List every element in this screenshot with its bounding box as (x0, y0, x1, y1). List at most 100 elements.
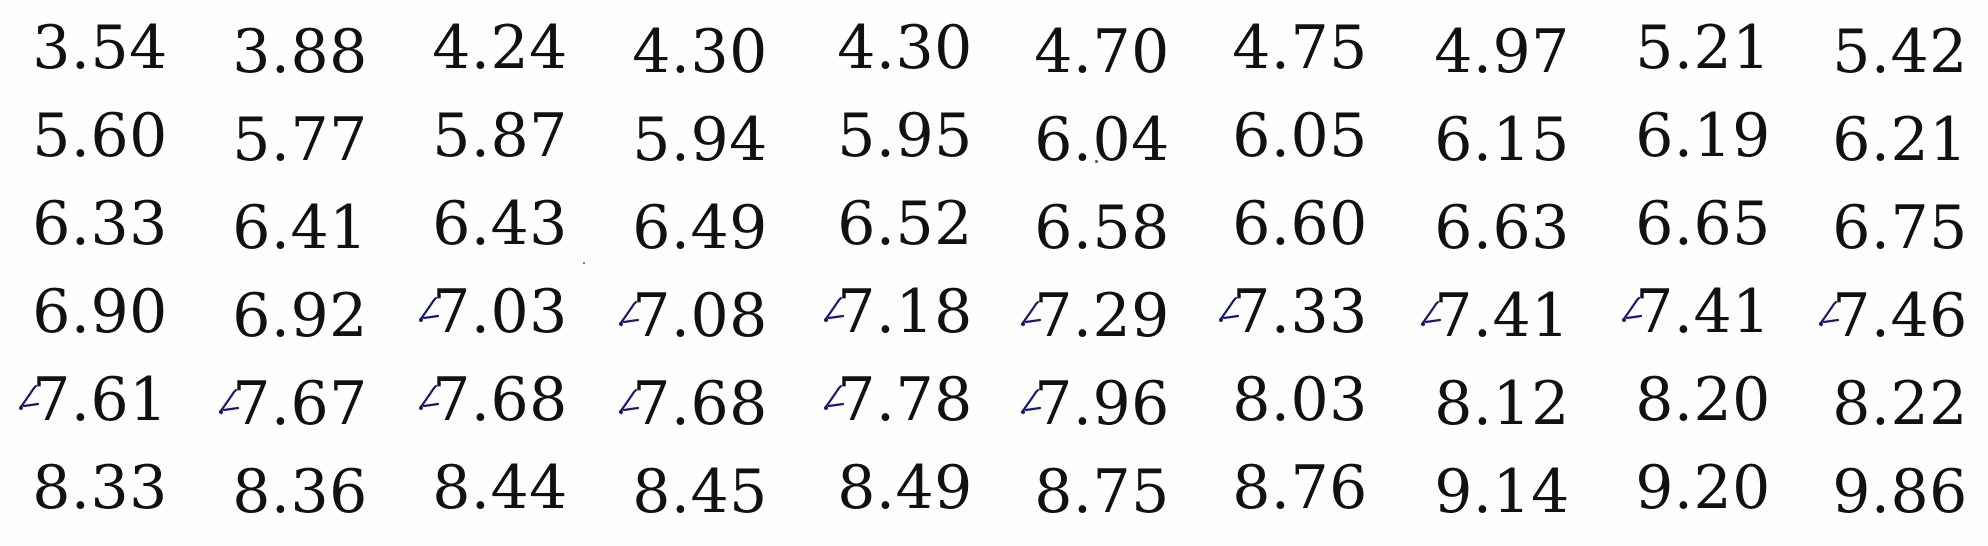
table-cell: 8.22 (1805, 364, 1988, 444)
table-cell: 5.94 (605, 100, 795, 180)
handwritten-tick-mark (1021, 388, 1042, 414)
cell-value: 7.18 (824, 272, 973, 352)
cell-value: 8.03 (1232, 365, 1368, 435)
cell-value: 8.12 (1434, 369, 1570, 439)
table-cell: 6.43 (405, 184, 595, 264)
table-cell: 8.33 (5, 448, 195, 528)
cell-value: 9.20 (1635, 453, 1771, 523)
table-cell: 6.60 (1205, 184, 1395, 264)
cell-value: 7.03 (419, 272, 568, 352)
table-cell: 6.15 (1407, 100, 1597, 180)
table-cell: 7.46 (1805, 276, 1988, 356)
table-cell: 5.95 (810, 96, 1000, 176)
table-cell: 6.33 (5, 184, 195, 264)
cell-value: 8.44 (432, 453, 568, 523)
table-cell: 7.41 (1407, 276, 1597, 356)
handwritten-tick-mark (419, 384, 440, 410)
table-cell: 7.96 (1007, 364, 1197, 444)
table-cell: 6.19 (1608, 96, 1798, 176)
table-row: 5.60 5.77 5.87 5.94 5.95 6.04 6.05 6.15 6.19 6.21 (0, 96, 1988, 176)
table-row: 6.90 6.92 7.03 7.08 7.18 7.29 7.33 7.41 7.41 7.46 (0, 272, 1988, 352)
cell-value: 5.21 (1635, 13, 1771, 83)
cell-value: 5.95 (837, 101, 973, 171)
table-cell: 9.14 (1407, 452, 1597, 532)
table-cell: 7.67 (205, 364, 395, 444)
cell-value: 8.49 (837, 453, 973, 523)
handwritten-tick-mark (419, 296, 440, 322)
handwritten-tick-mark (824, 296, 845, 322)
handwritten-tick-mark (1622, 296, 1643, 322)
table-cell: 8.45 (605, 452, 795, 532)
table-cell: 6.05 (1205, 96, 1395, 176)
cell-value: 6.49 (632, 193, 768, 263)
cell-value: 7.29 (1021, 276, 1170, 356)
cell-value: 7.67 (219, 364, 368, 444)
table-cell: 6.90 (5, 272, 195, 352)
cell-value: 7.08 (619, 276, 768, 356)
table-row: 8.33 8.36 8.44 8.45 8.49 8.75 8.76 9.14 9.20 9.86 (0, 448, 1988, 528)
table-cell: 7.08 (605, 276, 795, 356)
cell-value: 6.41 (232, 193, 368, 263)
table-cell: 8.03 (1205, 360, 1395, 440)
handwritten-tick-mark (219, 388, 240, 414)
table-cell: 6.21 (1805, 100, 1988, 180)
cell-value: 9.14 (1434, 457, 1570, 527)
cell-value: 5.94 (632, 105, 768, 175)
cell-value: 7.68 (419, 360, 568, 440)
cell-value: 7.78 (824, 360, 973, 440)
cell-value: 5.87 (432, 101, 568, 171)
table-cell: 6.52 (810, 184, 1000, 264)
table-row: 7.61 7.67 7.68 7.68 7.78 7.96 8.03 8.12 8.20 8.22 (0, 360, 1988, 440)
table-cell: 7.03 (405, 272, 595, 352)
cell-value: 5.60 (32, 101, 168, 171)
table-cell: 7.29 (1007, 276, 1197, 356)
cell-value: 4.30 (632, 17, 768, 87)
table-cell: 4.97 (1407, 12, 1597, 92)
table-cell: 8.75 (1007, 452, 1197, 532)
cell-value: 6.63 (1434, 193, 1570, 263)
cell-value: 7.41 (1622, 272, 1771, 352)
table-cell: 6.58 (1007, 188, 1197, 268)
table-cell: 7.61 (5, 360, 195, 440)
handwritten-tick-mark (824, 384, 845, 410)
cell-value: 5.42 (1832, 17, 1968, 87)
cell-value: 4.70 (1034, 17, 1170, 87)
cell-value: 6.15 (1434, 105, 1570, 175)
table-cell: 5.60 (5, 96, 195, 176)
cell-value: 7.41 (1421, 276, 1570, 356)
table-cell: 7.78 (810, 360, 1000, 440)
cell-value: 3.54 (32, 13, 168, 83)
table-cell: 9.20 (1608, 448, 1798, 528)
handwritten-tick-mark (1819, 300, 1840, 326)
cell-value: 6.92 (232, 281, 368, 351)
table-cell: 6.49 (605, 188, 795, 268)
table-cell: 8.12 (1407, 364, 1597, 444)
table-cell: 7.41 (1608, 272, 1798, 352)
table-cell: 8.20 (1608, 360, 1798, 440)
cell-value: 7.68 (619, 364, 768, 444)
cell-value: 6.65 (1635, 189, 1771, 259)
cell-value: 7.61 (19, 360, 168, 440)
cell-value: 6.52 (837, 189, 973, 259)
cell-value: 4.75 (1232, 13, 1368, 83)
cell-value: 6.21 (1832, 105, 1968, 175)
cell-value: 8.45 (632, 457, 768, 527)
cell-value: 6.58 (1034, 193, 1170, 263)
table-cell: 6.75 (1805, 188, 1988, 268)
table-cell: 4.70 (1007, 12, 1197, 92)
cell-value: 6.33 (32, 189, 168, 259)
cell-value: 6.60 (1232, 189, 1368, 259)
cell-value: 8.33 (32, 453, 168, 523)
cell-value: 6.43 (432, 189, 568, 259)
paper-speck (1095, 160, 1098, 163)
table-cell: 5.42 (1805, 12, 1988, 92)
table-cell: 6.04 (1007, 100, 1197, 180)
table-cell: 7.68 (605, 364, 795, 444)
cell-value: 7.46 (1819, 276, 1968, 356)
cell-value: 6.04 (1034, 105, 1170, 175)
cell-value: 4.30 (837, 13, 973, 83)
table-cell: 6.92 (205, 276, 395, 356)
cell-value: 8.75 (1034, 457, 1170, 527)
cell-value: 9.86 (1832, 457, 1968, 527)
